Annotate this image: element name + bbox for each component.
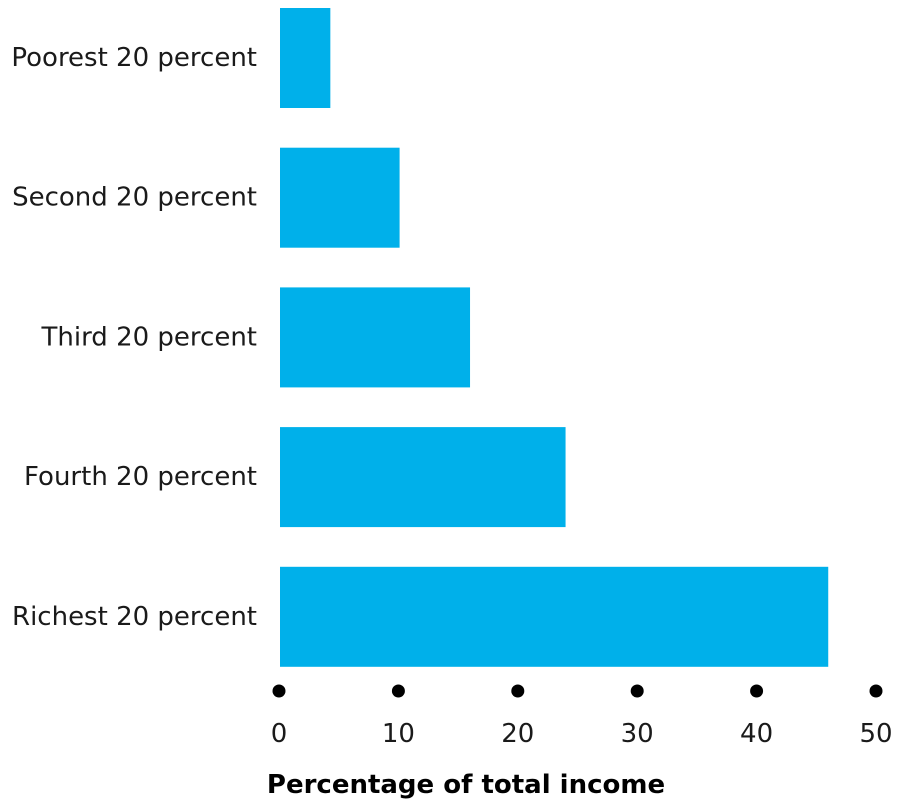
x-axis-tick-markers (272, 684, 883, 698)
x-axis-title: Percentage of total income (267, 770, 665, 799)
tick-label: 50 (859, 719, 892, 749)
category-labels: Poorest 20 percent Second 20 percent Third… (11, 43, 257, 632)
tick-label: 20 (501, 719, 534, 749)
category-label: Poorest 20 percent (11, 43, 257, 73)
bars-group (280, 8, 829, 667)
tick-marker (391, 684, 405, 698)
bar-5 (280, 566, 829, 667)
tick-marker (869, 684, 883, 698)
bar-2 (280, 147, 400, 248)
category-label: Third 20 percent (40, 322, 257, 352)
bar-4 (280, 427, 566, 528)
category-label: Fourth 20 percent (24, 462, 257, 492)
tick-marker (630, 684, 644, 698)
tick-label: 10 (382, 719, 415, 749)
tick-label: 30 (621, 719, 654, 749)
bar-1 (280, 8, 331, 108)
tick-marker (511, 684, 525, 698)
category-label: Richest 20 percent (12, 602, 257, 632)
category-label: Second 20 percent (12, 183, 257, 213)
x-axis-tick-labels: 0 10 20 30 40 50 (271, 719, 893, 749)
tick-label: 0 (271, 719, 288, 749)
tick-marker (272, 684, 286, 698)
bar-3 (280, 287, 471, 388)
tick-label: 40 (740, 719, 773, 749)
tick-marker (750, 684, 764, 698)
